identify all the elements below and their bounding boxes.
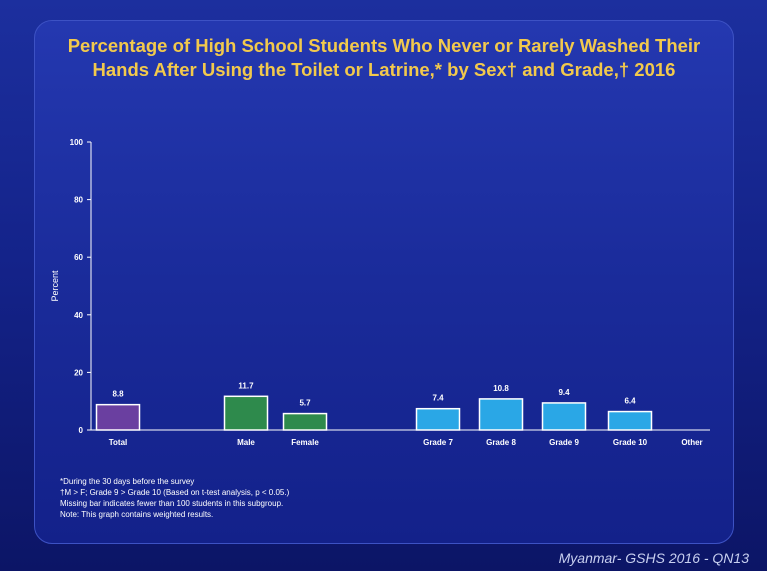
- y-tick-label: 80: [74, 196, 83, 205]
- bar-value-label: 9.4: [558, 388, 570, 397]
- y-tick-label: 100: [70, 138, 84, 147]
- content-panel: [34, 20, 734, 544]
- x-tick-label: Male: [237, 438, 255, 447]
- footnote-2: †M > F; Grade 9 > Grade 10 (Based on t-t…: [60, 488, 290, 497]
- x-tick-label: Total: [109, 438, 128, 447]
- bar-value-label: 7.4: [432, 394, 444, 403]
- x-tick-label: Grade 10: [613, 438, 648, 447]
- bar: [541, 402, 587, 431]
- footnotes: *During the 30 days before the survey †M…: [60, 476, 680, 520]
- y-tick-label: 40: [74, 311, 83, 320]
- y-tick-label: 0: [79, 426, 84, 435]
- bar-value-label: 8.8: [112, 390, 124, 399]
- x-tick-label: Grade 7: [423, 438, 453, 447]
- bar-value-label: 10.8: [493, 384, 509, 393]
- source-footer: Myanmar- GSHS 2016 - QN13: [558, 550, 749, 566]
- footnote-4: Note: This graph contains weighted resul…: [60, 510, 214, 519]
- chart-title-line-1: Percentage of High School Students Who N…: [67, 35, 701, 56]
- bar: [415, 407, 461, 431]
- bar: [223, 395, 269, 431]
- bar-value-label: 6.4: [624, 397, 636, 406]
- footnote-3: Missing bar indicates fewer than 100 stu…: [60, 499, 284, 508]
- y-tick-label: 60: [74, 253, 83, 262]
- x-tick-label: Grade 9: [549, 438, 579, 447]
- bar: [478, 398, 524, 431]
- x-tick-label: Other: [681, 438, 702, 447]
- y-tick-label: 20: [74, 368, 83, 377]
- bar: [282, 412, 328, 431]
- x-tick-label: Grade 8: [486, 438, 516, 447]
- x-tick-label: Female: [291, 438, 319, 447]
- chart-title-line-2: Hands After Using the Toilet or Latrine,…: [92, 59, 676, 80]
- chart-title: Percentage of High School Students Who N…: [40, 34, 728, 82]
- y-axis-label: Percent: [50, 270, 60, 302]
- bar: [607, 410, 653, 431]
- bar-value-label: 11.7: [238, 381, 254, 390]
- footnote-1: *During the 30 days before the survey: [60, 477, 195, 486]
- bar-value-label: 5.7: [299, 399, 311, 408]
- bar: [95, 403, 141, 431]
